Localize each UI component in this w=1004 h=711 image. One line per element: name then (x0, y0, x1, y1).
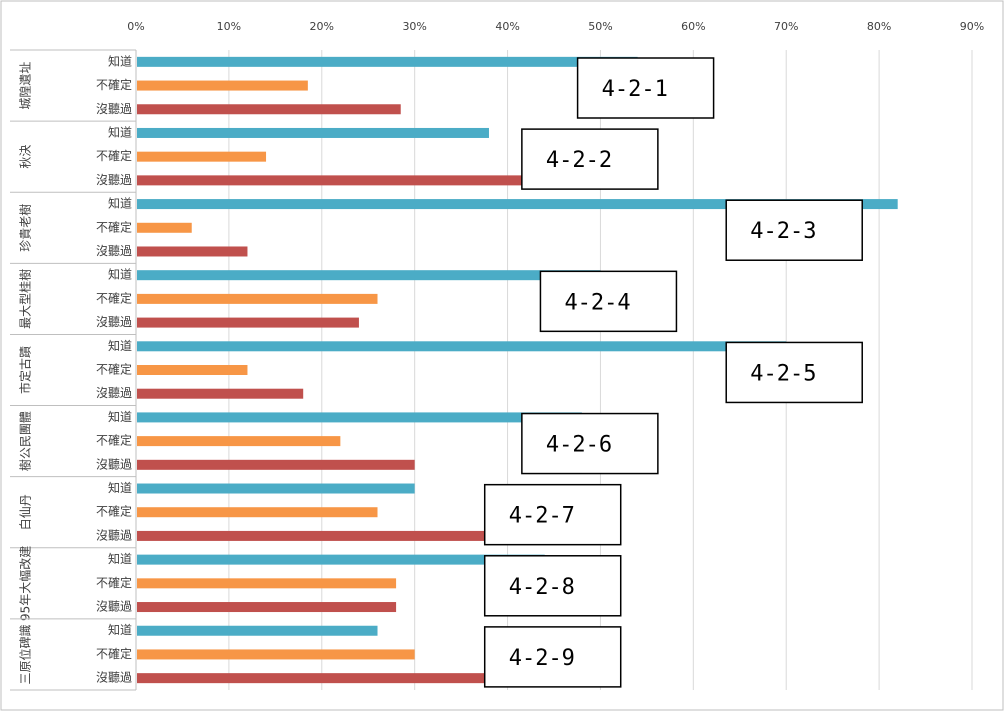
bars (137, 56, 898, 684)
category-label: 沒聽過 (96, 244, 132, 258)
annotation-label: 4-2-9 (509, 646, 575, 671)
bar (137, 246, 248, 257)
annotation-box (539, 270, 678, 333)
bar (137, 80, 308, 91)
group-label: 最大型桂樹 (18, 269, 33, 329)
category-label: 不確定 (96, 433, 132, 448)
bar (137, 293, 378, 304)
group-label: 白仙丹 (18, 494, 33, 530)
bar (137, 317, 359, 328)
x-tick-label: 60% (681, 20, 705, 33)
category-label: 不確定 (96, 219, 132, 234)
annotation-box (576, 57, 715, 119)
category-label: 知道 (108, 125, 132, 139)
category-label: 沒聽過 (96, 671, 132, 685)
category-label: 不確定 (96, 362, 132, 377)
annotation-label: 4-2-5 (750, 361, 816, 386)
group-label: 樹公民團體 (19, 411, 33, 471)
bar (137, 175, 582, 186)
annotation-label: 4-2-6 (546, 433, 612, 458)
annotation-box (725, 341, 863, 404)
x-tick-label: 10% (217, 20, 241, 33)
annotation-box (521, 412, 659, 475)
group-label: 95年大幅改建 (18, 546, 33, 621)
bar (137, 388, 304, 399)
x-tick-label: 20% (310, 20, 334, 33)
category-label: 沒聽過 (96, 600, 132, 614)
bar (137, 530, 545, 541)
x-tick-label: 70% (774, 20, 798, 33)
category-label: 知道 (108, 410, 132, 424)
group-label: 秋決 (19, 145, 33, 169)
bar (137, 151, 267, 162)
annotation-box (483, 483, 622, 546)
bar (137, 341, 787, 352)
category-label: 不確定 (96, 148, 132, 163)
category-label: 沒聽過 (96, 315, 132, 329)
category-label: 沒聽過 (96, 386, 132, 400)
category-label: 不確定 (96, 575, 132, 590)
group-label: 珍貴老樹 (19, 204, 33, 252)
category-label: 不確定 (96, 646, 132, 661)
bar (137, 483, 415, 494)
bar (137, 602, 397, 613)
x-tick-label: 30% (402, 20, 426, 33)
category-label: 知道 (108, 197, 132, 211)
bar (137, 127, 489, 138)
annotation-label: 4-2-4 (564, 290, 630, 315)
x-tick-label: 0% (127, 20, 144, 33)
category-label: 沒聽過 (96, 102, 132, 116)
x-tick-label: 90% (960, 20, 984, 33)
annotation-box (483, 555, 622, 617)
bar (137, 222, 192, 233)
annotation-box (483, 626, 622, 688)
category-label: 沒聽過 (96, 457, 132, 471)
bar (137, 459, 415, 470)
annotation-box (725, 199, 863, 261)
bar (137, 436, 341, 447)
category-label: 知道 (108, 54, 132, 68)
annotation-label: 4-2-8 (509, 575, 575, 600)
bar (137, 270, 601, 281)
bar (137, 199, 898, 210)
category-label: 沒聽過 (96, 528, 132, 542)
x-tick-label: 80% (867, 20, 891, 33)
group-label: 城隍遺址 (18, 62, 33, 110)
bar (137, 649, 415, 660)
x-tick-labels: 0% 10% 20% 30% 40% 50% 60% 70% 80% 90% (127, 20, 984, 33)
category-label: 知道 (108, 481, 132, 495)
bar (137, 507, 378, 518)
bar (137, 673, 545, 684)
bar (137, 625, 378, 636)
annotation-label: 4-2-7 (509, 504, 575, 529)
bar (137, 104, 401, 115)
bar (137, 56, 638, 67)
annotation-box (521, 128, 659, 190)
category-label: 不確定 (96, 290, 132, 305)
category-label: 知道 (108, 268, 132, 282)
category-label: 知道 (108, 623, 132, 637)
category-groups: 城隍遺址知道不確定沒聽過秋決知道不確定沒聽過珍貴老樹知道不確定沒聽過最大型桂樹知… (10, 49, 136, 691)
category-label: 知道 (108, 552, 132, 566)
group-label: 市定古蹟 (18, 346, 33, 394)
x-tick-label: 50% (588, 20, 612, 33)
bar (137, 578, 397, 589)
category-label: 知道 (108, 339, 132, 353)
annotation-label: 4-2-2 (546, 148, 612, 173)
group-label: 三原位碑識 (18, 624, 33, 684)
x-tick-label: 40% (495, 20, 519, 33)
annotation-label: 4-2-1 (602, 77, 668, 102)
annotation-boxes: 4-2-1 4-2-2 4-2-3 4-2-4 4-2-5 4-2-6 4-2-7 4-2-8… (483, 57, 863, 688)
bar (137, 365, 248, 375)
category-label: 不確定 (96, 504, 132, 519)
annotation-label: 4-2-3 (750, 219, 816, 244)
bar (137, 554, 545, 565)
category-label: 不確定 (96, 77, 132, 92)
bar (137, 412, 582, 423)
category-label: 沒聽過 (96, 173, 132, 187)
